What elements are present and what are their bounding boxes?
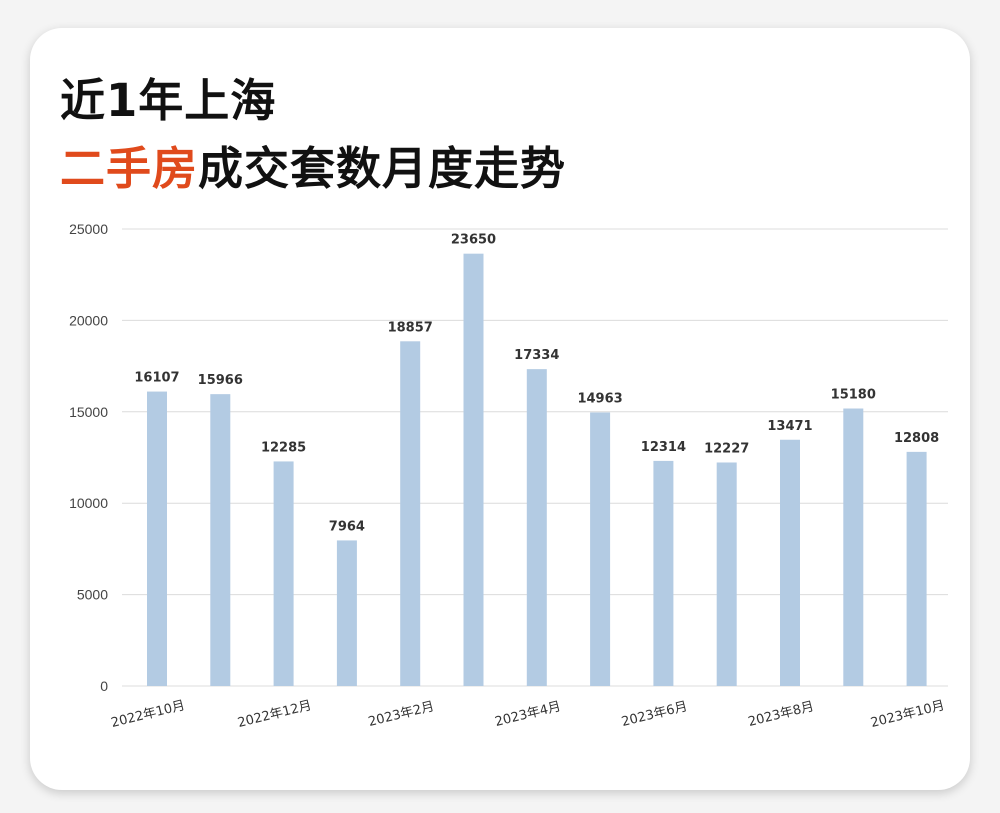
data-label: 12808 <box>894 431 939 446</box>
data-label: 14963 <box>577 391 622 406</box>
title-line-2: 二手房成交套数月度走势 <box>60 146 566 191</box>
data-label: 17334 <box>514 348 559 363</box>
data-label: 7964 <box>329 519 365 534</box>
bar <box>716 462 737 686</box>
data-label: 23650 <box>451 233 496 248</box>
title-highlight: 二手房 <box>60 142 199 195</box>
bar <box>590 412 611 686</box>
y-tick-label: 0 <box>100 678 108 694</box>
bar <box>653 460 674 686</box>
bar <box>906 451 927 686</box>
x-tick-label: 2023年2月 <box>367 699 436 730</box>
x-tick-label: 2022年12月 <box>236 698 313 731</box>
bar <box>780 439 800 686</box>
y-tick-label: 5000 <box>77 587 108 603</box>
data-label: 12314 <box>641 440 686 455</box>
title-line-1: 近1年上海 <box>60 74 277 127</box>
y-tick-label: 10000 <box>69 495 108 511</box>
data-label: 15180 <box>831 388 876 403</box>
data-label: 15966 <box>198 373 243 388</box>
data-label: 16107 <box>134 371 179 386</box>
x-tick-label: 2023年6月 <box>620 699 689 730</box>
x-tick-label: 2022年10月 <box>110 698 187 731</box>
bar <box>463 253 484 687</box>
data-label: 12285 <box>261 440 306 455</box>
data-label: 18857 <box>388 320 433 335</box>
bar <box>336 540 357 686</box>
y-tick-label: 15000 <box>69 404 108 420</box>
bar <box>147 391 167 686</box>
data-label: 13471 <box>767 419 812 434</box>
bar <box>273 461 294 686</box>
x-tick-label: 2023年4月 <box>493 699 562 730</box>
title-rest: 成交套数月度走势 <box>198 142 567 195</box>
bar <box>400 341 421 686</box>
data-label: 12227 <box>704 441 749 456</box>
x-tick-label: 2023年8月 <box>747 699 816 730</box>
x-tick-label: 2023年10月 <box>869 698 946 731</box>
y-tick-label: 20000 <box>69 312 108 328</box>
bar <box>843 408 864 686</box>
bar <box>526 369 547 686</box>
y-tick-label: 25000 <box>69 221 108 237</box>
bar <box>210 394 231 686</box>
chart-card <box>30 28 970 790</box>
